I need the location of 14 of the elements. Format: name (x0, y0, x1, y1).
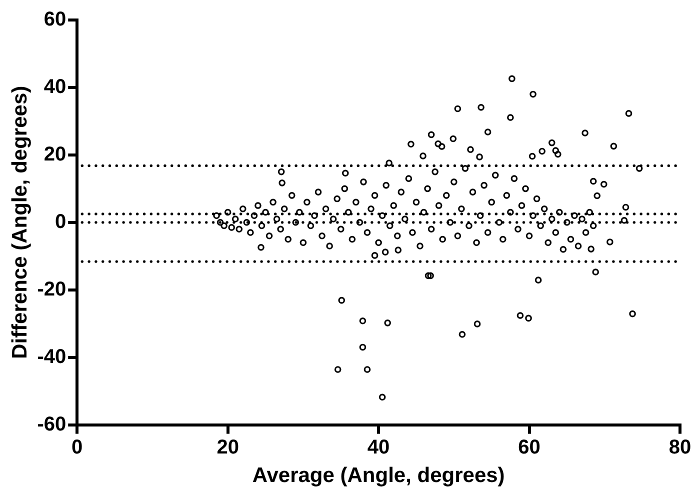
y-axis-title: Difference (Angle, degrees) (8, 86, 32, 359)
y-tick-label: 60 (44, 8, 66, 31)
x-tick-label: 80 (668, 436, 692, 458)
x-tick-label: 0 (72, 436, 83, 458)
x-tick-label: 40 (367, 436, 390, 458)
y-tick-label: -40 (37, 346, 66, 368)
y-tick-label: -20 (37, 278, 66, 300)
y-tick-label: 0 (54, 210, 66, 233)
x-axis-title: Average (Angle, degrees) (252, 464, 505, 488)
x-tick-label: 60 (518, 436, 540, 458)
y-tick-label: 20 (44, 143, 66, 166)
y-tick-label: 40 (44, 76, 66, 98)
y-tick-label: -60 (37, 413, 66, 436)
x-tick-label: 20 (216, 436, 239, 458)
